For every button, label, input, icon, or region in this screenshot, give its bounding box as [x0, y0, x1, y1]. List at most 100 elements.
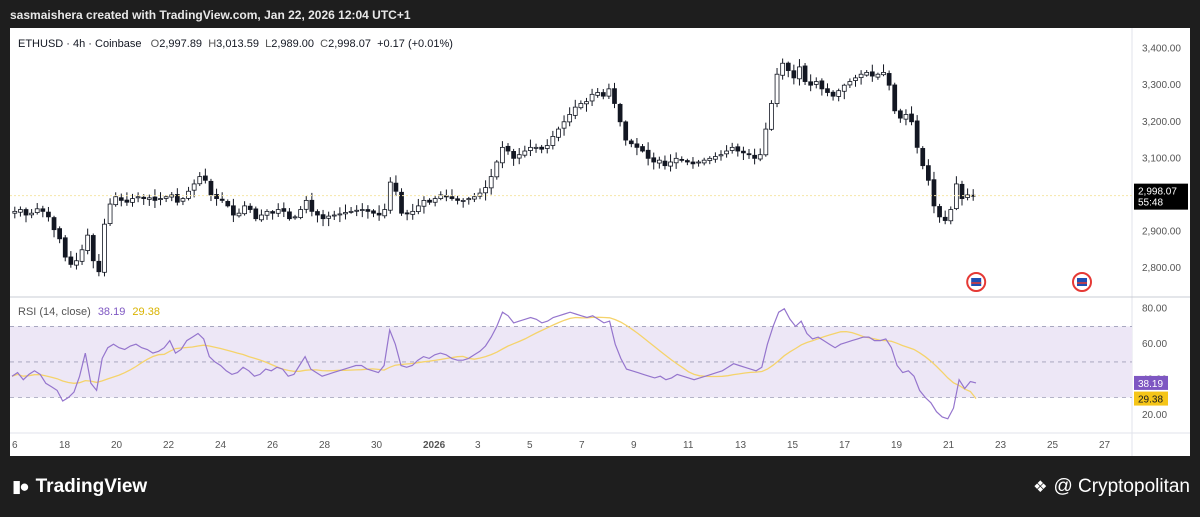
diamond-logo-icon: ❖ [1033, 479, 1048, 496]
candle-up [544, 145, 550, 149]
candle-down [942, 216, 948, 221]
candle-down [892, 84, 898, 112]
chart-frame[interactable]: 2,800.002,900.003,000.003,100.003,200.00… [10, 28, 1190, 456]
time-tick-label: 18 [59, 440, 71, 451]
footer-bar: ▮● TradingView ❖ @ Cryptopolitan [0, 456, 1200, 517]
time-tick-label: 20 [111, 440, 123, 451]
price-tag-value: 2,998.07 [1138, 187, 1177, 198]
candle-up [298, 209, 304, 218]
candle-up [34, 208, 40, 213]
time-tick-label: 25 [1047, 440, 1059, 451]
candle-down [802, 65, 808, 82]
candle-up [965, 194, 970, 198]
candle-down [68, 256, 74, 265]
time-tick-label: 15 [787, 440, 799, 451]
rsi-label: RSI (14, close) [18, 306, 91, 318]
candle-down [287, 211, 292, 220]
rsi-ma-line [11, 316, 977, 400]
candle-up [146, 197, 152, 200]
candle-up [432, 198, 438, 203]
time-tick-label: 26 [267, 440, 279, 451]
candle-up [836, 90, 842, 97]
candle-down [376, 212, 382, 216]
low-value: 2,989.00 [271, 38, 315, 50]
candle-down [208, 180, 214, 196]
candle-up [466, 198, 472, 201]
candle-up [567, 114, 573, 123]
candle-up [29, 212, 34, 216]
candle-up [589, 93, 595, 102]
candle-up [774, 73, 780, 104]
candle-up [572, 106, 578, 116]
price-tick-label: 3,100.00 [1142, 153, 1181, 164]
open-value: 2,997.89 [159, 38, 203, 50]
time-tick-label: 17 [839, 440, 851, 451]
chart-canvas[interactable]: 2,800.002,900.003,000.003,100.003,200.00… [10, 28, 1190, 456]
candle-down [174, 194, 180, 203]
candle-up [158, 198, 163, 201]
price-tick-label: 2,800.00 [1142, 263, 1181, 274]
candle-up [729, 146, 735, 151]
candle-down [869, 71, 875, 77]
candle-up [763, 128, 769, 156]
candle-down [830, 91, 836, 97]
candle-down [746, 153, 752, 156]
candle-up [533, 146, 539, 149]
us-flag-event-icon [971, 278, 982, 286]
candle-up [275, 209, 281, 214]
candle-up [236, 212, 242, 217]
candle-up [595, 92, 601, 96]
candle-down [909, 113, 914, 123]
candle-up [516, 154, 522, 159]
candle-up [875, 73, 881, 78]
rsi-tick-label: 80.00 [1142, 304, 1167, 315]
price-tick-label: 3,200.00 [1142, 117, 1181, 128]
candle-up [853, 77, 858, 81]
candle-down [371, 210, 376, 214]
candle-up [18, 209, 23, 213]
low-label: L [265, 38, 272, 50]
candle-down [90, 235, 96, 262]
candle-down [511, 151, 516, 159]
candle-down [914, 120, 920, 148]
time-tick-label: 6 [12, 440, 18, 451]
candle-up [135, 196, 141, 199]
time-tick-label: 5 [527, 440, 533, 451]
candle-down [214, 194, 219, 199]
candle-up [331, 214, 337, 217]
attribution-bar: sasmaishera created with TradingView.com… [0, 0, 1200, 28]
rsi-legend-value: 38.19 [97, 306, 126, 318]
candle-down [449, 196, 455, 199]
candle-down [662, 160, 668, 167]
candle-down [634, 143, 640, 148]
candle-up [881, 72, 886, 76]
cryptopolitan-watermark: ❖ @ Cryptopolitan [1033, 476, 1190, 498]
change-value: +0.17 (+0.01%) [377, 38, 453, 50]
time-tick-label: 23 [995, 440, 1007, 451]
candle-up [387, 181, 393, 211]
candle-down [741, 150, 746, 154]
candle-up [780, 62, 786, 76]
time-tick-label: 3 [475, 440, 481, 451]
candle-up [382, 209, 388, 217]
candle-down [399, 191, 404, 214]
time-tick-label: 27 [1099, 440, 1111, 451]
candle-down [124, 199, 130, 203]
candle-up [264, 210, 270, 216]
close-value: 2,998.07 [328, 38, 371, 50]
price-tick-label: 3,300.00 [1142, 80, 1181, 91]
candle-up [550, 136, 556, 146]
candle-up [12, 210, 18, 214]
candle-down [651, 157, 657, 163]
candle-down [96, 260, 102, 273]
candle-down [600, 92, 606, 97]
candle-up [303, 199, 309, 210]
candle-up [757, 154, 763, 160]
tradingview-logo: ▮● TradingView [12, 476, 147, 498]
candle-down [225, 201, 231, 207]
candle-up [656, 159, 662, 164]
candle-up [701, 159, 707, 164]
candle-up [707, 157, 713, 161]
candle-up [438, 194, 444, 199]
candle-up [326, 215, 332, 219]
